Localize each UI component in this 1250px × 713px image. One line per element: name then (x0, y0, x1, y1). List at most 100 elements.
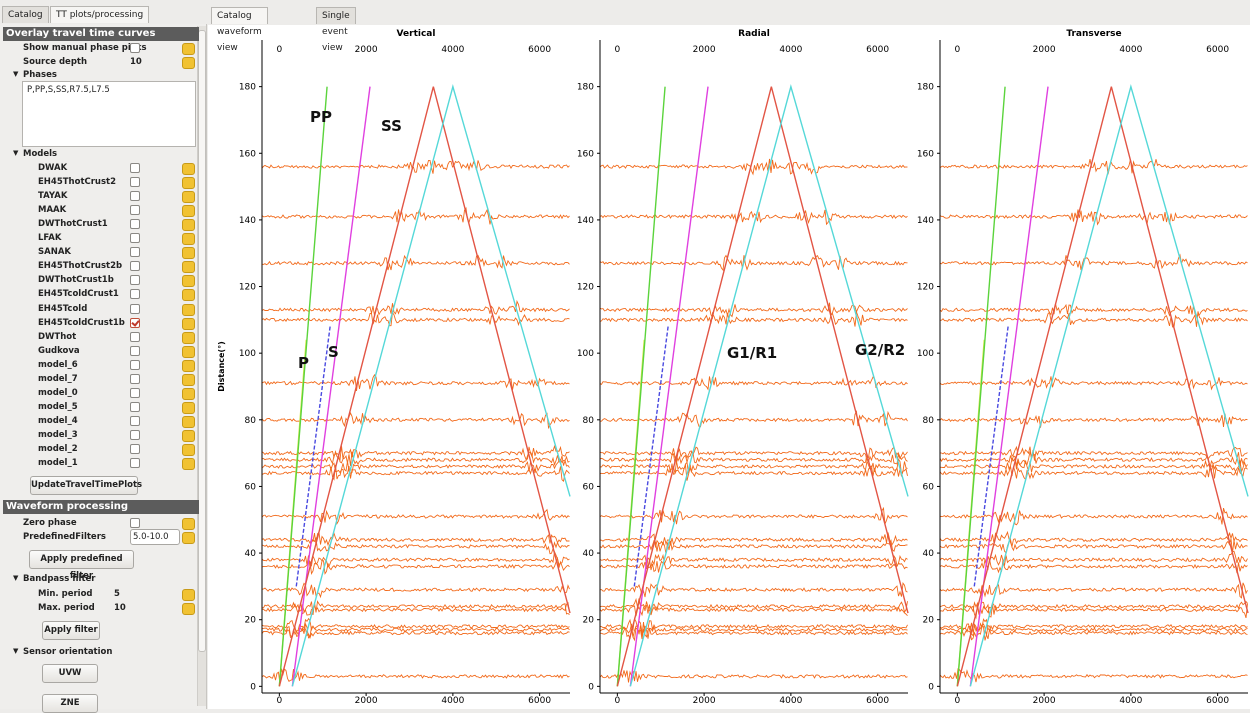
combo-box[interactable]: 5.0-10.0 (130, 529, 180, 545)
reset-icon[interactable] (182, 205, 195, 218)
tab-active[interactable]: TT plots/processing (50, 6, 150, 23)
y-tick-label: 0 (928, 682, 934, 692)
waveform-trace (939, 559, 1248, 574)
group-label: Models (23, 149, 58, 159)
model-name: model_7 (38, 373, 78, 384)
reset-icon[interactable] (182, 275, 195, 288)
reset-icon[interactable] (182, 57, 195, 69)
checkbox[interactable] (130, 345, 140, 356)
reset-icon[interactable] (182, 303, 195, 316)
reset-icon[interactable] (182, 373, 195, 386)
model-name: model_0 (38, 387, 78, 398)
checkbox[interactable] (130, 289, 140, 300)
button[interactable]: UVW (42, 664, 98, 683)
waveform-trace (939, 507, 1248, 526)
reset-icon[interactable] (182, 331, 195, 344)
checkbox[interactable] (130, 387, 140, 398)
reset-icon[interactable] (182, 177, 195, 190)
waveform-trace (599, 532, 908, 548)
x-tick-label: 2000 (1033, 696, 1056, 706)
y-tick-label: 140 (917, 216, 934, 226)
button[interactable]: Apply predefined filter (29, 550, 134, 581)
chart-title: Transverse (1066, 29, 1121, 39)
button[interactable]: UpdateTravelTimePlots (30, 476, 142, 495)
waveform-trace (939, 618, 1248, 633)
y-tick-label: 180 (917, 83, 934, 93)
button[interactable]: Apply filter (42, 621, 100, 640)
checkbox[interactable] (130, 401, 140, 412)
checkbox[interactable] (130, 219, 140, 230)
reset-icon[interactable] (182, 359, 195, 372)
y-tick-label: 40 (923, 549, 935, 559)
tab[interactable]: Catalog (2, 6, 49, 23)
reset-icon[interactable] (182, 261, 195, 274)
scroll-thumb[interactable] (198, 30, 206, 652)
checkbox[interactable] (130, 261, 140, 272)
reset-icon[interactable] (182, 345, 195, 358)
reset-icon[interactable] (182, 458, 195, 471)
waveform-trace (600, 617, 908, 634)
checkbox[interactable] (130, 191, 140, 202)
tab[interactable]: Single event view (316, 7, 356, 53)
reset-icon[interactable] (182, 233, 195, 246)
x-tick-label: 4000 (779, 45, 802, 55)
button[interactable]: ZNE (42, 694, 98, 713)
checkbox[interactable] (130, 205, 140, 216)
label: Show manual phase picks (23, 43, 147, 53)
reset-icon[interactable] (182, 603, 195, 615)
reset-icon[interactable] (182, 43, 195, 55)
y-tick-label: 0 (250, 682, 256, 692)
reset-icon[interactable] (182, 387, 195, 400)
x-tick-label: 4000 (1119, 696, 1142, 706)
waveform-trace (261, 299, 570, 316)
checkbox[interactable] (130, 233, 140, 244)
checkbox[interactable] (130, 458, 140, 469)
waveform-trace (261, 411, 570, 430)
reset-icon[interactable] (182, 401, 195, 414)
model-name: DWAK (38, 163, 68, 173)
waveform-trace (939, 209, 1248, 226)
reset-icon[interactable] (182, 317, 195, 330)
waveform-trace (599, 557, 908, 573)
reset-icon[interactable] (182, 415, 195, 428)
model-name: DWThotCrust1b (38, 275, 114, 286)
reset-icon[interactable] (182, 429, 195, 442)
reset-icon[interactable] (182, 589, 195, 601)
waveform-trace (600, 458, 908, 476)
checkbox[interactable] (130, 429, 140, 440)
reset-icon[interactable] (182, 518, 195, 530)
checkbox[interactable] (130, 359, 140, 370)
waveform-trace (599, 582, 908, 598)
reset-icon[interactable] (182, 532, 195, 544)
x-tick-label: 4000 (441, 696, 464, 706)
checkbox[interactable] (130, 444, 140, 454)
checkbox[interactable] (130, 373, 140, 384)
model-name: EH45TcoldCrust1 (38, 289, 119, 300)
checkbox[interactable] (130, 177, 140, 188)
checkbox[interactable] (130, 317, 140, 328)
y-tick-label: 120 (917, 283, 934, 293)
tab-active[interactable]: Catalog waveform view (211, 7, 268, 53)
y-tick-label: 20 (923, 616, 935, 626)
reset-icon[interactable] (182, 191, 195, 204)
checkbox[interactable] (130, 275, 140, 286)
checkbox[interactable] (130, 303, 140, 314)
y-tick-label: 80 (583, 416, 595, 426)
checkbox[interactable] (130, 247, 140, 258)
reset-icon[interactable] (182, 219, 195, 232)
checkbox[interactable] (130, 518, 140, 528)
group-label: Bandpass filter (23, 574, 96, 584)
model-name: model_1 (38, 458, 78, 469)
checkbox[interactable] (130, 163, 140, 173)
waveform-trace (599, 376, 908, 391)
checkbox[interactable] (130, 43, 140, 53)
reset-icon[interactable] (182, 163, 195, 175)
reset-icon[interactable] (182, 247, 195, 260)
reset-icon[interactable] (182, 289, 195, 302)
checkbox[interactable] (130, 331, 140, 342)
y-tick-label: 20 (583, 616, 595, 626)
checkbox[interactable] (130, 415, 140, 426)
model-name: LFAK (38, 233, 62, 244)
reset-icon[interactable] (182, 444, 195, 456)
